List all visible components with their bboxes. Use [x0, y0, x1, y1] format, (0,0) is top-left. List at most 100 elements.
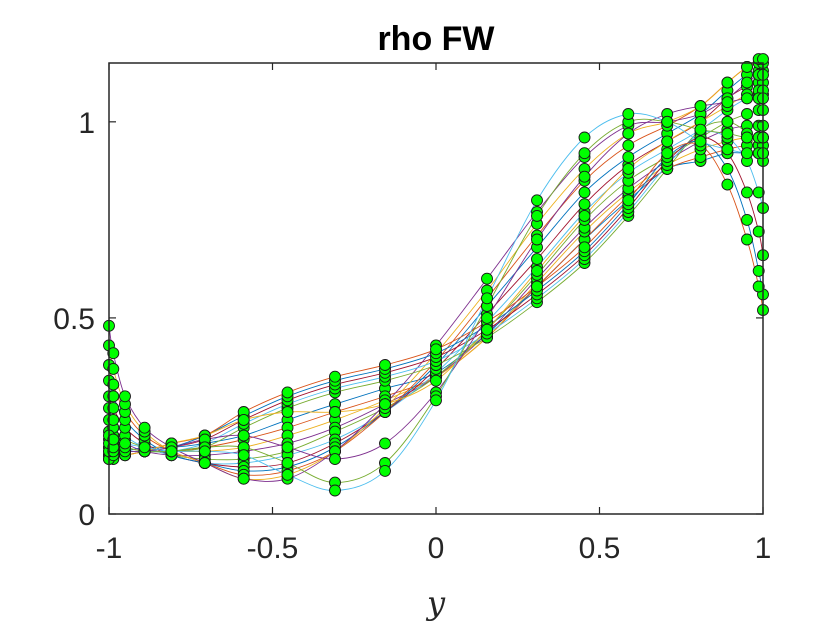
series-line-1 [108, 152, 763, 456]
data-point [119, 437, 131, 450]
data-point [741, 131, 753, 144]
series-line-15 [109, 140, 764, 456]
data-point [329, 453, 341, 466]
data-point [430, 374, 442, 387]
data-point [741, 233, 753, 246]
y-tick-label: 1 [78, 107, 95, 140]
data-point [622, 139, 635, 152]
data-point [622, 194, 635, 207]
data-point [721, 76, 734, 89]
data-point [379, 464, 391, 477]
x-tick-label: -1 [96, 532, 123, 565]
y-tick-label: 0 [78, 499, 95, 532]
data-point [578, 131, 591, 144]
data-point [741, 76, 753, 89]
data-point [741, 186, 753, 199]
data-point [741, 213, 753, 226]
data-point [531, 253, 543, 266]
data-point [138, 421, 151, 434]
data-point [379, 437, 391, 450]
tick-layer: -1 -0.5 0 0.5 1 0 0.5 1 [53, 63, 771, 565]
data-point [694, 123, 707, 136]
data-point [281, 457, 294, 469]
data-point [752, 225, 765, 238]
data-point [531, 280, 543, 293]
data-point [138, 441, 151, 454]
data-point [622, 162, 635, 175]
data-point [165, 445, 178, 458]
data-point [752, 280, 765, 293]
data-point [578, 170, 591, 183]
data-point [741, 108, 753, 120]
data-point [531, 264, 543, 277]
x-axis-label: y [425, 584, 446, 622]
data-point [107, 433, 120, 446]
data-point [237, 449, 250, 462]
data-point [281, 468, 294, 481]
marker-layer [103, 53, 769, 497]
data-point [721, 162, 734, 175]
series-line-19 [108, 118, 763, 484]
data-point [721, 115, 734, 128]
data-point [741, 60, 753, 73]
data-point [107, 390, 120, 403]
data-point [237, 429, 250, 442]
x-tick-label: 0.5 [579, 532, 621, 565]
data-point [107, 402, 120, 415]
data-point [430, 343, 442, 356]
data-point [578, 209, 591, 222]
data-point [329, 484, 341, 497]
data-point [752, 186, 765, 199]
series-line-18 [109, 97, 763, 460]
data-point [622, 127, 635, 140]
data-point [752, 264, 765, 277]
data-point [741, 92, 753, 105]
data-point [661, 147, 674, 160]
data-point [237, 472, 250, 485]
x-tick-label: 0 [428, 532, 445, 565]
series-line-20 [108, 112, 763, 491]
data-point [198, 445, 211, 458]
data-point [741, 147, 753, 160]
data-point [531, 233, 543, 246]
chart-title: rho FW [377, 20, 495, 58]
data-point [481, 272, 493, 285]
x-tick-label: -0.5 [247, 532, 299, 565]
data-point [329, 406, 341, 418]
data-point [721, 127, 734, 140]
series-line-16 [108, 142, 764, 460]
data-point [107, 378, 120, 391]
data-point [430, 394, 442, 407]
data-point [481, 323, 493, 336]
x-tick-label: 1 [755, 532, 772, 565]
data-point [237, 413, 250, 426]
data-point [119, 390, 131, 403]
series-line-14 [109, 136, 764, 456]
data-point [107, 413, 120, 426]
data-point [622, 151, 635, 164]
data-point [661, 135, 674, 148]
data-point [694, 100, 707, 113]
data-point [481, 311, 493, 324]
data-point [107, 362, 120, 375]
data-point [379, 398, 391, 411]
data-point [578, 186, 591, 199]
data-point [721, 143, 734, 156]
data-point [721, 178, 734, 191]
data-point [578, 241, 591, 254]
data-point [481, 292, 493, 305]
data-point [661, 115, 674, 128]
data-point [281, 406, 294, 418]
data-point [281, 386, 294, 399]
data-point [198, 457, 211, 469]
data-point [329, 370, 341, 383]
y-tick-label: 0.5 [53, 303, 95, 336]
data-point [281, 441, 294, 454]
data-point [107, 347, 120, 360]
data-point [578, 198, 591, 211]
data-point [622, 108, 635, 120]
data-point [379, 359, 391, 371]
data-point [531, 209, 543, 222]
data-point [694, 135, 707, 148]
